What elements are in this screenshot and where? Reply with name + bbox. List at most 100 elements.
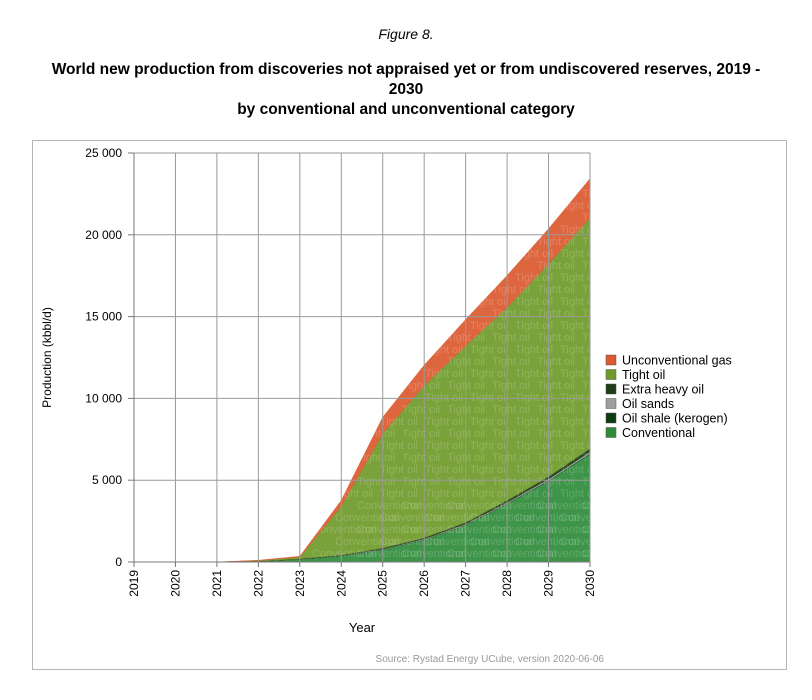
watermark-text: Tight oil	[470, 296, 508, 308]
watermark-text: Tight oil	[357, 476, 395, 488]
watermark-text: Conventional	[425, 608, 489, 620]
watermark-text: Tight oil	[515, 344, 553, 356]
watermark-text: Conventional	[582, 620, 646, 632]
y-axis-title: Production (kbbl/d)	[40, 307, 54, 408]
watermark-text: Conventional	[312, 596, 376, 608]
watermark-text: Conventional	[515, 560, 579, 572]
x-tick-label: 2027	[459, 570, 473, 597]
watermark-text: Conventional	[290, 608, 354, 620]
watermark-text: Tight oil	[470, 464, 508, 476]
x-tick-label: 2025	[376, 570, 390, 597]
legend-label: Oil shale (kerogen)	[622, 412, 728, 426]
y-tick-label: 25 000	[85, 146, 122, 160]
watermark-text: Conventional	[492, 596, 556, 608]
watermark-text: Conventional	[357, 524, 421, 536]
watermark-text: Conventional	[470, 560, 534, 572]
watermark-text: Tight oil	[537, 356, 575, 368]
y-tick-label: 20 000	[85, 228, 122, 242]
watermark-text: Tight oil	[470, 488, 508, 500]
watermark-text: Conventional	[447, 548, 511, 560]
watermark-text: Conventional	[380, 536, 444, 548]
watermark-text: Tight oil	[560, 344, 598, 356]
watermark-text: Tight oil	[560, 416, 598, 428]
watermark-text: Tight oil	[515, 320, 553, 332]
legend-label: Conventional	[622, 426, 695, 440]
watermark-text: Tight oil	[515, 248, 553, 260]
legend-swatch	[605, 398, 617, 409]
watermark-text: Conventional	[402, 596, 466, 608]
watermark-text: Conventional	[425, 560, 489, 572]
watermark-text: Conventional	[447, 596, 511, 608]
watermark-text: Tight oil	[492, 356, 530, 368]
watermark-text: Conventional	[492, 500, 556, 512]
watermark-text: Tight oil	[402, 404, 440, 416]
chart-title-line-3: by conventional and unconventional categ…	[237, 101, 575, 118]
watermark-text: Conventional	[402, 500, 466, 512]
watermark-text: Tight oil	[582, 356, 620, 368]
watermark-text: Tight oil	[492, 452, 530, 464]
watermark-text: Conventional	[492, 524, 556, 536]
watermark-text: Conventional	[402, 572, 466, 584]
watermark-text: Tight oil	[335, 488, 373, 500]
watermark-text: Conventional	[537, 500, 601, 512]
watermark-text: Conventional	[492, 620, 556, 632]
watermark-text: Tight oil	[357, 428, 395, 440]
watermark-text: Conventional	[357, 596, 421, 608]
watermark-text: Tight oil	[380, 464, 418, 476]
watermark-text: Conventional	[357, 500, 421, 512]
watermark-text: Conventional	[560, 608, 624, 620]
watermark-text: Tight oil	[537, 308, 575, 320]
watermark-text: Conventional	[560, 560, 624, 572]
watermark-text: Tight oil	[582, 428, 620, 440]
watermark-text: Conventional	[312, 524, 376, 536]
watermark-text: Tight oil	[537, 260, 575, 272]
watermark-text: Conventional	[515, 536, 579, 548]
legend-swatch	[605, 427, 617, 438]
watermark-text: Tight oil	[515, 416, 553, 428]
watermark-text: Conventional	[402, 524, 466, 536]
watermark-text: Conventional	[492, 548, 556, 560]
watermark-text: Conventional	[402, 548, 466, 560]
watermark-text: Tight oil	[560, 320, 598, 332]
watermark-text: Tight oil	[560, 272, 598, 284]
watermark-text: Tight oil	[582, 380, 620, 392]
watermark-text: Conventional	[582, 548, 646, 560]
x-tick-label: 2019	[127, 570, 141, 597]
watermark-text: Conventional	[335, 608, 399, 620]
watermark-text: Conventional	[537, 620, 601, 632]
watermark-text: Tight oil	[470, 416, 508, 428]
watermark-text: Tight oil	[582, 188, 620, 200]
watermark-text: Conventional	[470, 512, 534, 524]
watermark-text: Tight oil	[537, 332, 575, 344]
legend-swatch	[605, 369, 617, 380]
watermark-text: Tight oil	[537, 452, 575, 464]
watermark-text: Tight oil	[560, 464, 598, 476]
watermark-text: Tight oil	[515, 440, 553, 452]
watermark-text: Tight oil	[425, 368, 463, 380]
x-tick-label: 2021	[210, 570, 224, 597]
watermark-text: Tight oil	[425, 488, 463, 500]
x-tick-label: 2020	[168, 570, 182, 597]
watermark-text: Tight oil	[582, 284, 620, 296]
watermark-text: Tight oil	[537, 380, 575, 392]
watermark-text: Tight oil	[582, 260, 620, 272]
legend-label: Unconventional gas	[622, 354, 732, 368]
x-tick-label: 2030	[583, 570, 597, 597]
watermark-text: Tight oil	[582, 476, 620, 488]
y-tick-label: 0	[115, 555, 122, 569]
watermark-text: Tight oil	[492, 404, 530, 416]
watermark-text: Tight oil	[515, 464, 553, 476]
chart-title-line-2: 2030	[388, 81, 424, 98]
figure-label: Figure 8.	[378, 26, 434, 42]
watermark-text: Tight oil	[380, 416, 418, 428]
watermark-text: Conventional	[582, 524, 646, 536]
watermark-text: Conventional	[447, 500, 511, 512]
x-tick-label: 2029	[542, 570, 556, 597]
watermark-text: Tight oil	[537, 236, 575, 248]
watermark-text: Tight oil	[582, 404, 620, 416]
watermark-text: Tight oil	[492, 332, 530, 344]
legend-label: Tight oil	[622, 368, 665, 382]
x-axis-title: Year	[349, 620, 376, 635]
x-tick-label: 2023	[293, 570, 307, 597]
